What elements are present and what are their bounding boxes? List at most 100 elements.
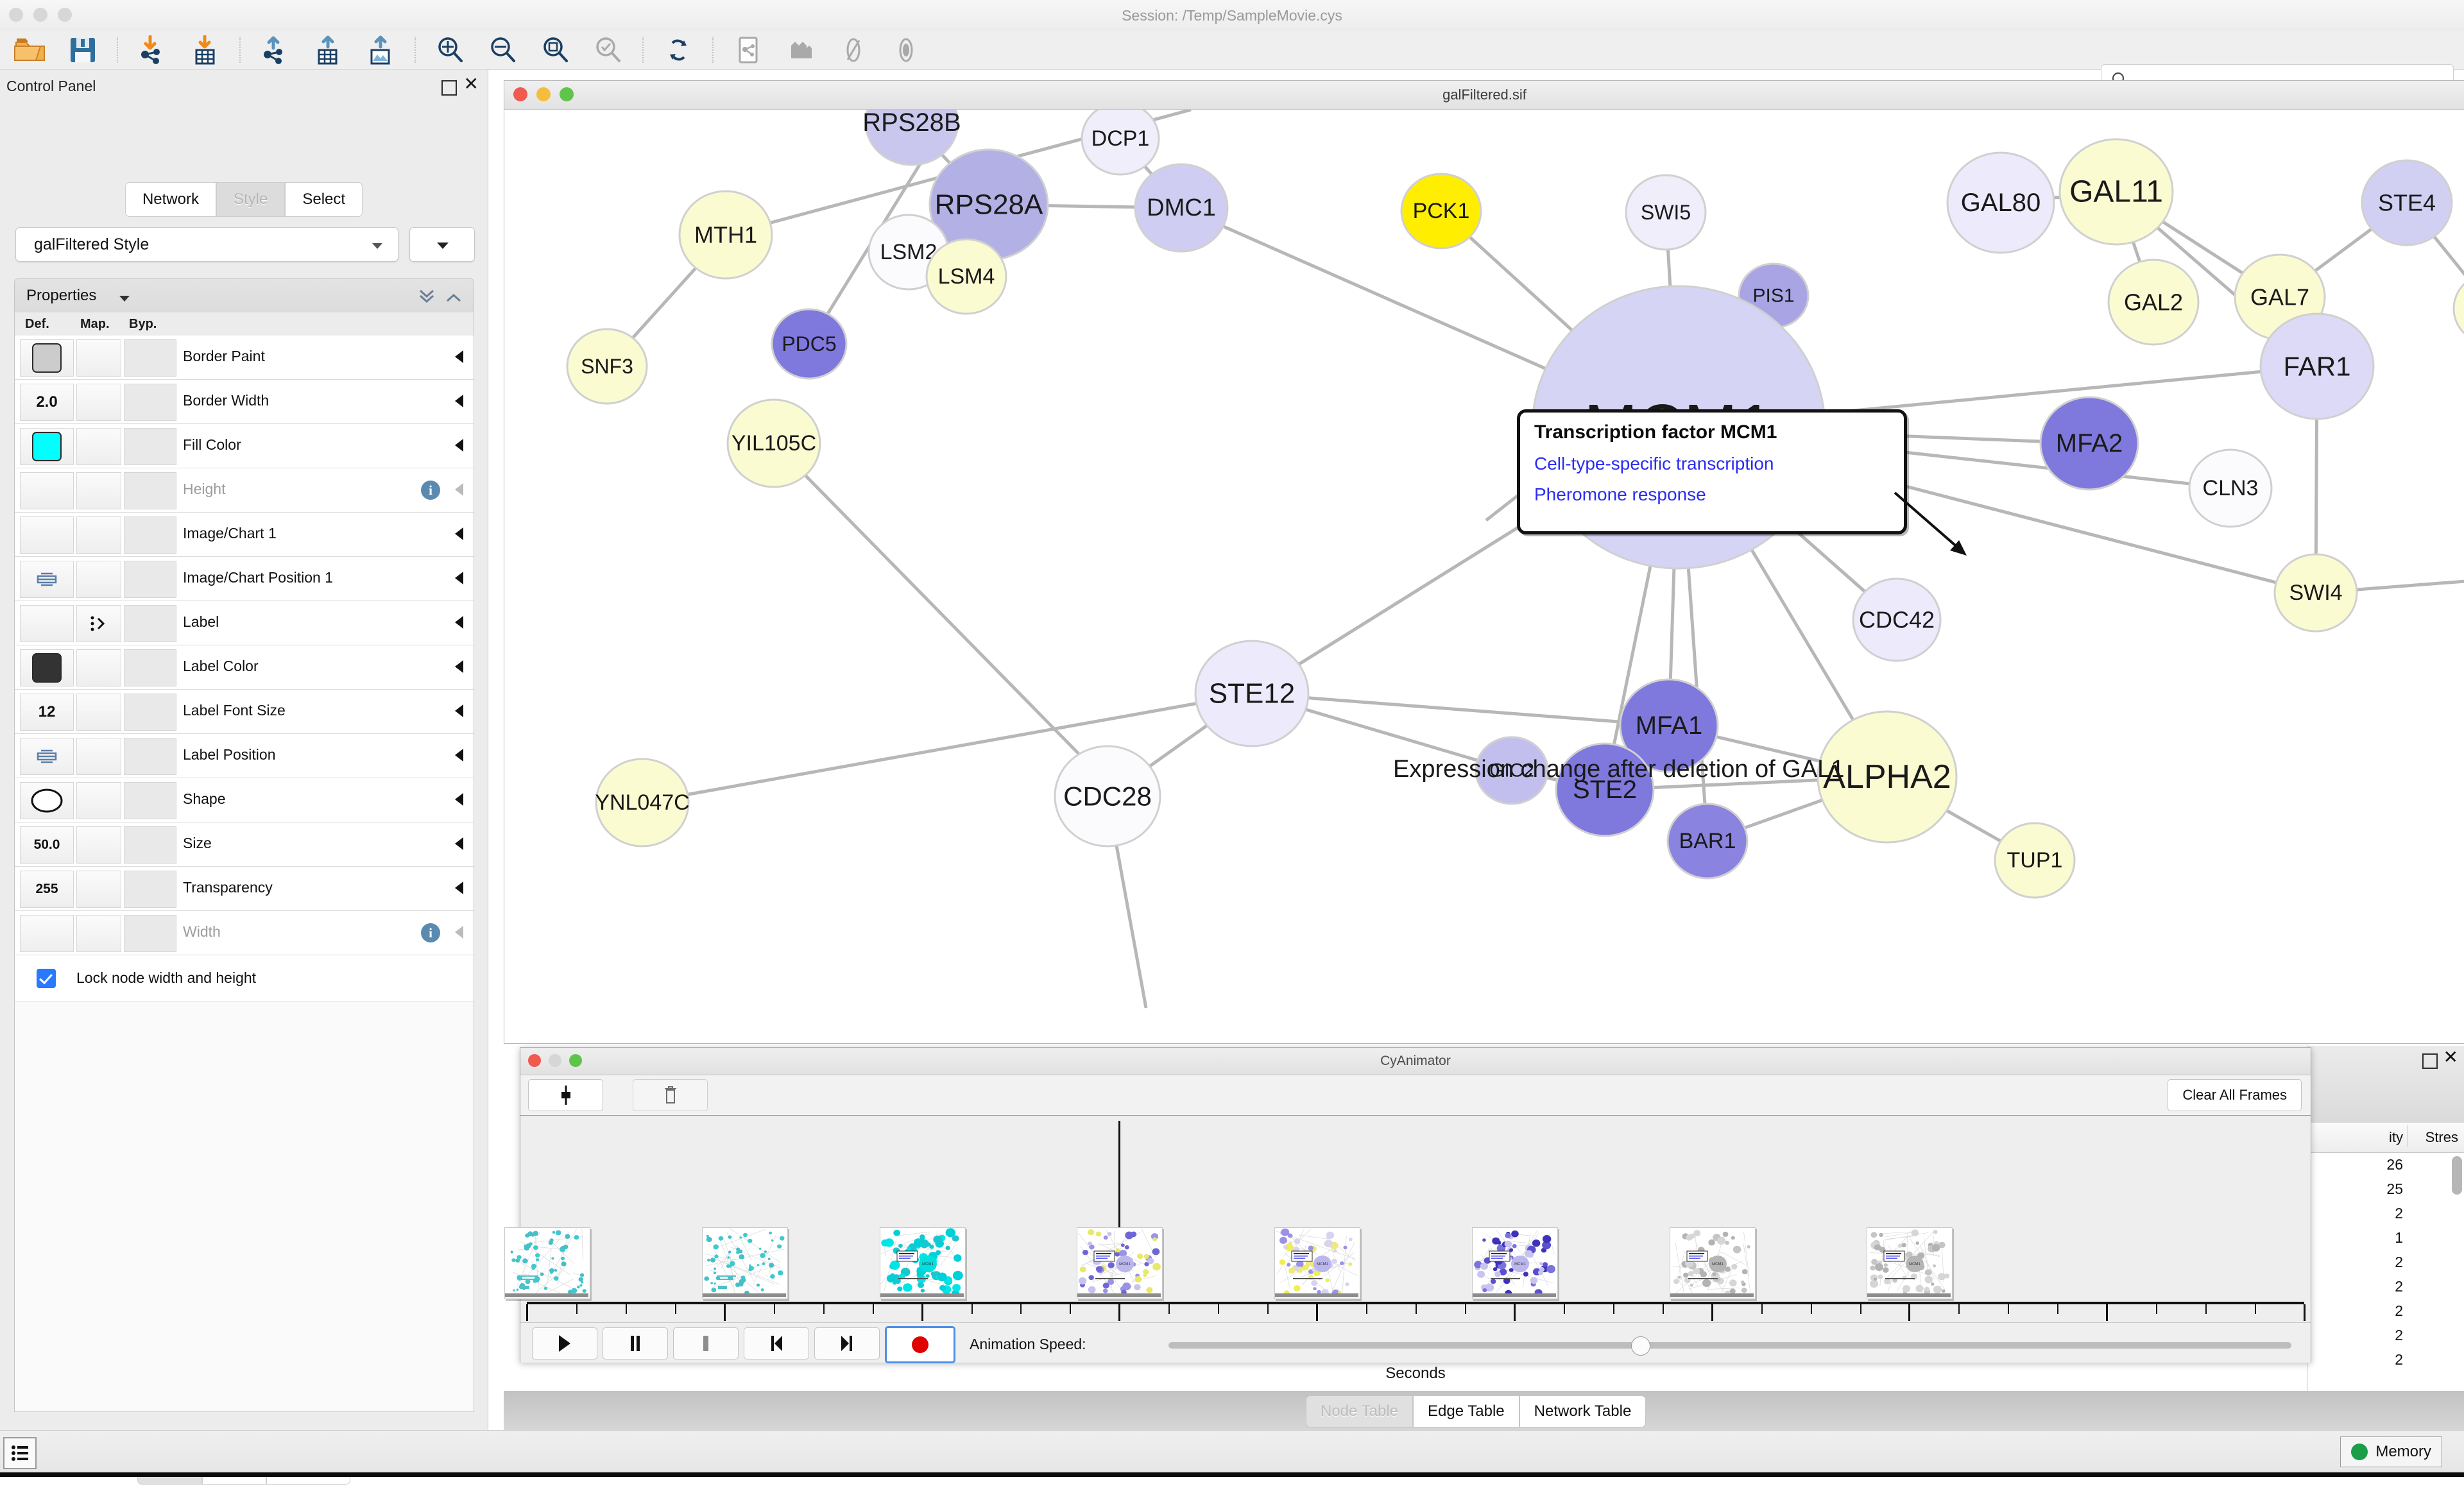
- property-mapping-cell[interactable]: [76, 738, 121, 775]
- tab-edge-table[interactable]: Edge Table: [1413, 1395, 1519, 1427]
- table-row[interactable]: 2: [2307, 1275, 2464, 1300]
- expand-property-icon[interactable]: [454, 881, 465, 895]
- network-edge[interactable]: [1252, 694, 1669, 726]
- node-annotation-callout[interactable]: Transcription factor MCM1 Cell-type-spec…: [1517, 409, 1907, 534]
- property-bypass-cell[interactable]: [124, 649, 176, 686]
- property-row[interactable]: Label Position: [15, 734, 474, 778]
- property-default-cell[interactable]: [20, 339, 74, 377]
- network-node[interactable]: LSM4: [927, 239, 1006, 314]
- tab-network[interactable]: Network: [125, 182, 216, 217]
- expand-property-icon[interactable]: [454, 704, 465, 718]
- property-mapping-cell[interactable]: [76, 782, 121, 819]
- save-icon[interactable]: [58, 32, 108, 68]
- expand-property-icon[interactable]: [454, 350, 465, 364]
- network-node[interactable]: GAL11: [2060, 139, 2173, 244]
- expand-property-icon[interactable]: [454, 527, 465, 541]
- expand-property-icon[interactable]: [454, 748, 465, 762]
- network-node[interactable]: MFA2: [2041, 397, 2138, 490]
- property-bypass-cell[interactable]: [124, 694, 176, 731]
- table-row[interactable]: 26: [2307, 1154, 2464, 1178]
- import-network-icon[interactable]: [128, 32, 178, 68]
- network-node[interactable]: STE4: [2362, 160, 2452, 245]
- property-row[interactable]: Image/Chart 1: [15, 513, 474, 557]
- property-default-cell[interactable]: 12: [20, 694, 74, 731]
- network-node[interactable]: TUP1: [1995, 823, 2075, 898]
- expand-all-icon[interactable]: [444, 287, 463, 304]
- network-node[interactable]: DMC1: [1135, 164, 1228, 251]
- property-default-cell[interactable]: [20, 428, 74, 465]
- expand-property-icon[interactable]: [454, 438, 465, 452]
- tab-network-table[interactable]: Network Table: [1519, 1395, 1647, 1427]
- property-bypass-cell[interactable]: [124, 472, 176, 509]
- property-default-cell[interactable]: [20, 738, 74, 775]
- lock-node-size-checkbox[interactable]: [37, 969, 56, 988]
- property-mapping-cell[interactable]: [76, 428, 121, 465]
- network-node[interactable]: GAL2: [2109, 260, 2198, 345]
- add-frame-button[interactable]: [528, 1079, 603, 1111]
- expand-property-icon[interactable]: [454, 792, 465, 806]
- property-row[interactable]: Label: [15, 601, 474, 645]
- show-icon[interactable]: [881, 32, 931, 68]
- animation-speed-knob[interactable]: [1631, 1336, 1650, 1356]
- zoom-out-icon[interactable]: [478, 32, 528, 68]
- network-node[interactable]: YNL047C: [595, 759, 689, 846]
- node-shape[interactable]: [2454, 273, 2464, 345]
- info-icon[interactable]: i: [421, 481, 440, 500]
- property-default-cell[interactable]: [20, 649, 74, 686]
- float-panel-button[interactable]: [441, 80, 457, 96]
- network-node[interactable]: FAR1: [2261, 314, 2374, 419]
- import-table-icon[interactable]: [180, 32, 230, 68]
- network-node[interactable]: GAL80: [1947, 153, 2054, 253]
- expand-property-icon[interactable]: [454, 837, 465, 851]
- prev-frame-button[interactable]: [744, 1327, 809, 1359]
- network-node[interactable]: PDC5: [772, 309, 846, 379]
- zoom-in-icon[interactable]: [425, 32, 475, 68]
- network-node[interactable]: RPS28B: [862, 110, 961, 165]
- property-mapping-cell[interactable]: [76, 871, 121, 908]
- property-mapping-cell[interactable]: [76, 915, 121, 952]
- delete-frame-button[interactable]: [633, 1079, 708, 1111]
- clear-all-frames-button[interactable]: Clear All Frames: [2168, 1079, 2302, 1111]
- expand-property-icon[interactable]: [454, 571, 465, 585]
- property-row[interactable]: Label Color: [15, 645, 474, 690]
- column-header-centrality[interactable]: ity: [2389, 1129, 2403, 1146]
- table-scrollbar-thumb[interactable]: [2452, 1156, 2462, 1195]
- network-node[interactable]: CLN3: [2189, 450, 2272, 527]
- stop-button[interactable]: [673, 1327, 739, 1359]
- task-history-button[interactable]: [3, 1437, 37, 1469]
- export-network-icon[interactable]: [250, 32, 300, 68]
- style-combobox[interactable]: galFiltered Style: [15, 227, 398, 262]
- network-node[interactable]: CDC42: [1853, 579, 1940, 661]
- tab-select[interactable]: Select: [285, 182, 363, 217]
- property-default-cell[interactable]: [20, 472, 74, 509]
- zoom-fit-icon[interactable]: [531, 32, 581, 68]
- property-bypass-cell[interactable]: [124, 826, 176, 864]
- table-row[interactable]: 2: [2307, 1300, 2464, 1324]
- tab-node-table[interactable]: Node Table: [1306, 1395, 1413, 1427]
- memory-button[interactable]: Memory: [2340, 1436, 2442, 1467]
- expand-property-icon[interactable]: [454, 615, 465, 629]
- property-bypass-cell[interactable]: [124, 782, 176, 819]
- new-network-icon[interactable]: [723, 32, 773, 68]
- table-row[interactable]: 2: [2307, 1251, 2464, 1275]
- float-table-button[interactable]: [2422, 1053, 2438, 1069]
- tab-style[interactable]: Style: [216, 182, 285, 217]
- expand-property-icon[interactable]: [454, 394, 465, 408]
- property-mapping-cell[interactable]: [76, 339, 121, 377]
- network-node[interactable]: STE12: [1195, 641, 1308, 746]
- property-mapping-cell[interactable]: [76, 472, 121, 509]
- property-row[interactable]: Border Paint: [15, 336, 474, 380]
- annotation-line-2[interactable]: Pheromone response: [1534, 484, 1706, 505]
- collapse-all-icon[interactable]: [417, 287, 436, 304]
- property-bypass-cell[interactable]: [124, 384, 176, 421]
- property-default-cell[interactable]: [20, 561, 74, 598]
- play-button[interactable]: [532, 1327, 597, 1359]
- property-default-cell[interactable]: [20, 516, 74, 554]
- network-node[interactable]: YIL105C: [728, 400, 820, 487]
- property-bypass-cell[interactable]: [124, 738, 176, 775]
